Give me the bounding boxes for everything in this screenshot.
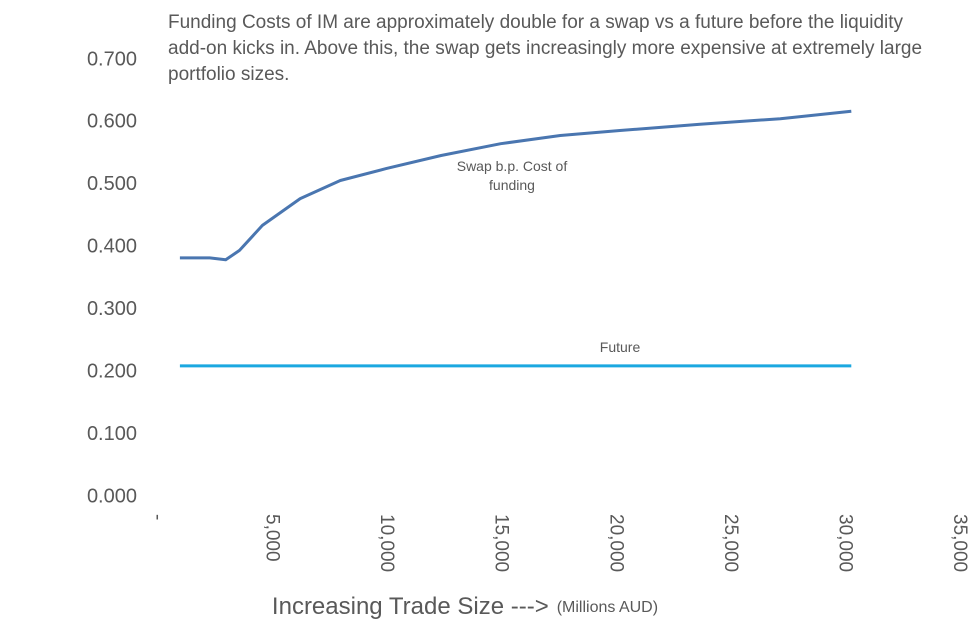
y-tick-label: 0.700 [87, 48, 137, 70]
x-tick-label: 20,000 [605, 514, 626, 572]
x-tick-label: 5,000 [262, 514, 283, 562]
x-tick-label: 15,000 [491, 514, 512, 572]
x-tick-label: 35,000 [949, 514, 970, 572]
x-tick-label: 25,000 [720, 514, 741, 572]
series-label: Swap b.p. Cost of funding [456, 158, 568, 193]
y-tick-label: 0.200 [87, 360, 137, 382]
series-line [179, 109, 852, 262]
y-tick-label: 0.300 [87, 298, 137, 320]
chart-title: Funding Costs of IM are approximately do… [168, 12, 923, 85]
x-axis-title: Increasing Trade Size ---> [272, 593, 549, 620]
x-tick-label: 10,000 [376, 514, 397, 572]
y-tick-label: 0.500 [87, 173, 137, 195]
y-tick-label: 0.400 [87, 236, 137, 258]
series-label: Future [599, 339, 641, 355]
x-axis-label: Increasing Trade Size ---> (Millions AUD) [272, 593, 658, 620]
x-tick-label: 30,000 [834, 514, 855, 572]
x-axis-unit: (Millions AUD) [557, 599, 658, 616]
y-tick-label: 0.000 [87, 485, 137, 507]
y-tick-label: 0.600 [87, 111, 137, 133]
y-tick-label: 0.100 [87, 423, 137, 445]
x-tick-label: - [147, 514, 168, 520]
